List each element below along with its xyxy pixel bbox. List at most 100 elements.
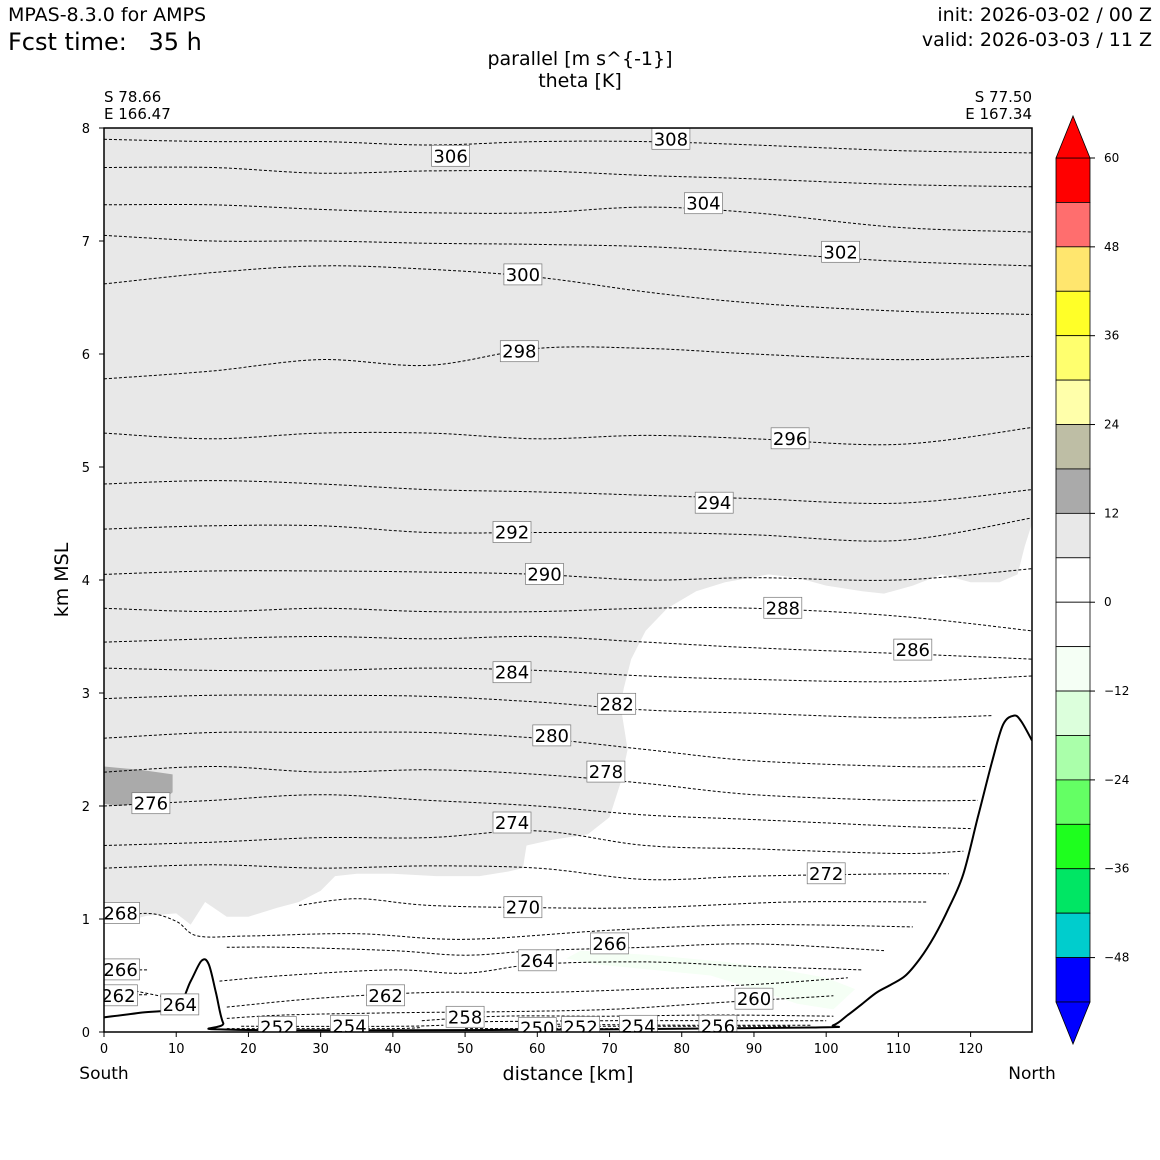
contour-label-box (532, 724, 572, 747)
contour-label-270-15: 270 (503, 896, 543, 919)
contour-label-box (517, 949, 557, 972)
colorbar-bin-15 (1055, 823, 1091, 870)
contour-label-text: 274 (495, 813, 529, 834)
contour-label-box (499, 340, 539, 363)
theta-contour-284-22 (104, 667, 1032, 683)
contour-label-box (763, 596, 803, 619)
colorbar-bin-18 (1055, 957, 1091, 1003)
right-end-lat: S 77.50 (974, 88, 1032, 106)
colorbar-bin-14 (1055, 779, 1091, 825)
x-tick-label: 10 (168, 1042, 185, 1057)
colorbar-tick-label: 48 (1104, 240, 1119, 254)
contour-label-box (160, 993, 200, 1016)
theta-contour-262-9 (226, 977, 848, 1008)
contour-label-250-2: 250 (517, 1017, 557, 1032)
chart-title-line1: parallel [m s^{-1}] (487, 48, 673, 70)
contour-label-box (734, 987, 774, 1010)
contour-label-box (806, 862, 846, 885)
colorbar-bin-16 (1055, 868, 1091, 914)
y-tick-label: 1 (82, 913, 90, 928)
contour-label-266-13: 266 (590, 932, 629, 955)
y-tick-label: 3 (82, 687, 90, 702)
contour-label-258-6: 258 (445, 1005, 485, 1028)
contour-label-text: 254 (621, 1016, 655, 1037)
theta-contour-270-15 (298, 898, 928, 909)
contour-label-text: 260 (737, 989, 771, 1010)
contour-label-box (503, 263, 543, 286)
contour-label-304-32: 304 (684, 192, 723, 215)
contour-label-box (492, 521, 532, 543)
colorbar-bin-8 (1055, 512, 1091, 559)
contour-label-262-8: 262 (101, 984, 138, 1007)
contour-label-292-26: 292 (492, 521, 532, 544)
colorbar-extend-max (1055, 114, 1091, 159)
contour-label-280-20: 280 (532, 724, 572, 747)
contour-label-text: 272 (809, 864, 843, 885)
contour-label-298-29: 298 (499, 340, 539, 363)
theta-contour-268-14 (104, 912, 913, 940)
contour-label-268-14: 268 (104, 902, 140, 924)
forecast-time: Fcst time: 35 h (8, 28, 202, 56)
contour-label-294-27: 294 (694, 491, 734, 514)
contour-label-box (492, 811, 532, 834)
theta-contour-294-27 (104, 480, 1032, 504)
contour-label-288-24: 288 (763, 596, 803, 619)
contour-label-text: 262 (101, 986, 135, 1007)
colorbar-tick-label: 36 (1104, 329, 1119, 343)
contour-label-276-18: 276 (131, 792, 171, 815)
y-tick-label: 6 (82, 348, 90, 363)
colorbar-tick-label: 24 (1104, 418, 1119, 432)
contour-label-302-31: 302 (821, 240, 860, 263)
y-tick-label: 0 (82, 1026, 90, 1041)
colorbar-tick-label: −36 (1104, 862, 1129, 876)
colorbar-tick-label: 0 (1104, 595, 1112, 609)
theta-contour-278-19 (104, 765, 978, 802)
theta-contour-280-20 (104, 731, 986, 768)
colorbar-tick-label: 12 (1104, 506, 1119, 520)
colorbar-bin-11 (1055, 646, 1091, 692)
contour-label-text: 256 (701, 1016, 735, 1037)
theta-contour-286-23 (104, 635, 1032, 660)
theta-contour-308-34 (104, 138, 1032, 154)
contour-label-text: 288 (766, 598, 800, 619)
theta-contour-290-25 (104, 568, 1032, 581)
y-tick-label: 7 (82, 235, 90, 250)
forecast-time-value: 35 h (148, 28, 202, 56)
contour-label-box (770, 427, 810, 450)
contour-label-256-5: 256 (698, 1014, 738, 1037)
y-tick-label: 8 (82, 122, 90, 137)
theta-contour-300-30 (104, 265, 1032, 315)
colorbar-bin-13 (1055, 735, 1091, 781)
contour-label-box (104, 958, 140, 981)
contour-label-text: 300 (506, 265, 540, 286)
x-tick-label: 20 (240, 1042, 257, 1057)
contour-label-box (586, 760, 626, 783)
theta-contour-274-17 (104, 830, 964, 855)
wind-fill-region-0 (104, 128, 1032, 925)
contour-label-296-28: 296 (770, 427, 810, 450)
contour-label-box (694, 491, 734, 514)
contour-label-text: 270 (506, 898, 540, 919)
contour-label-text: 298 (502, 342, 536, 363)
contour-label-box (492, 661, 532, 684)
contour-label-266-12: 266 (104, 958, 140, 981)
contour-label-264-10: 264 (160, 993, 200, 1016)
contour-label-box (821, 240, 860, 263)
colorbar-bin-7 (1055, 468, 1091, 514)
colorbar-bin-6 (1055, 424, 1091, 470)
south-label: South (79, 1064, 129, 1084)
contour-label-text: 282 (600, 694, 634, 715)
contour-label-text: 276 (134, 794, 168, 815)
colorbar-tick-label: −24 (1104, 773, 1129, 787)
x-tick-label: 60 (529, 1042, 546, 1057)
contour-label-300-30: 300 (503, 263, 543, 286)
colorbar-bin-5 (1055, 379, 1091, 425)
theta-contour-288-24 (104, 607, 1032, 632)
contour-label-box (684, 192, 723, 215)
x-tick-label: 50 (457, 1042, 474, 1057)
x-tick-label: 0 (100, 1042, 108, 1057)
contour-label-box (104, 902, 140, 924)
contour-label-text: 264 (520, 951, 554, 972)
colorbar-bin-0 (1055, 157, 1091, 203)
theta-contour-298-29 (104, 346, 1032, 380)
